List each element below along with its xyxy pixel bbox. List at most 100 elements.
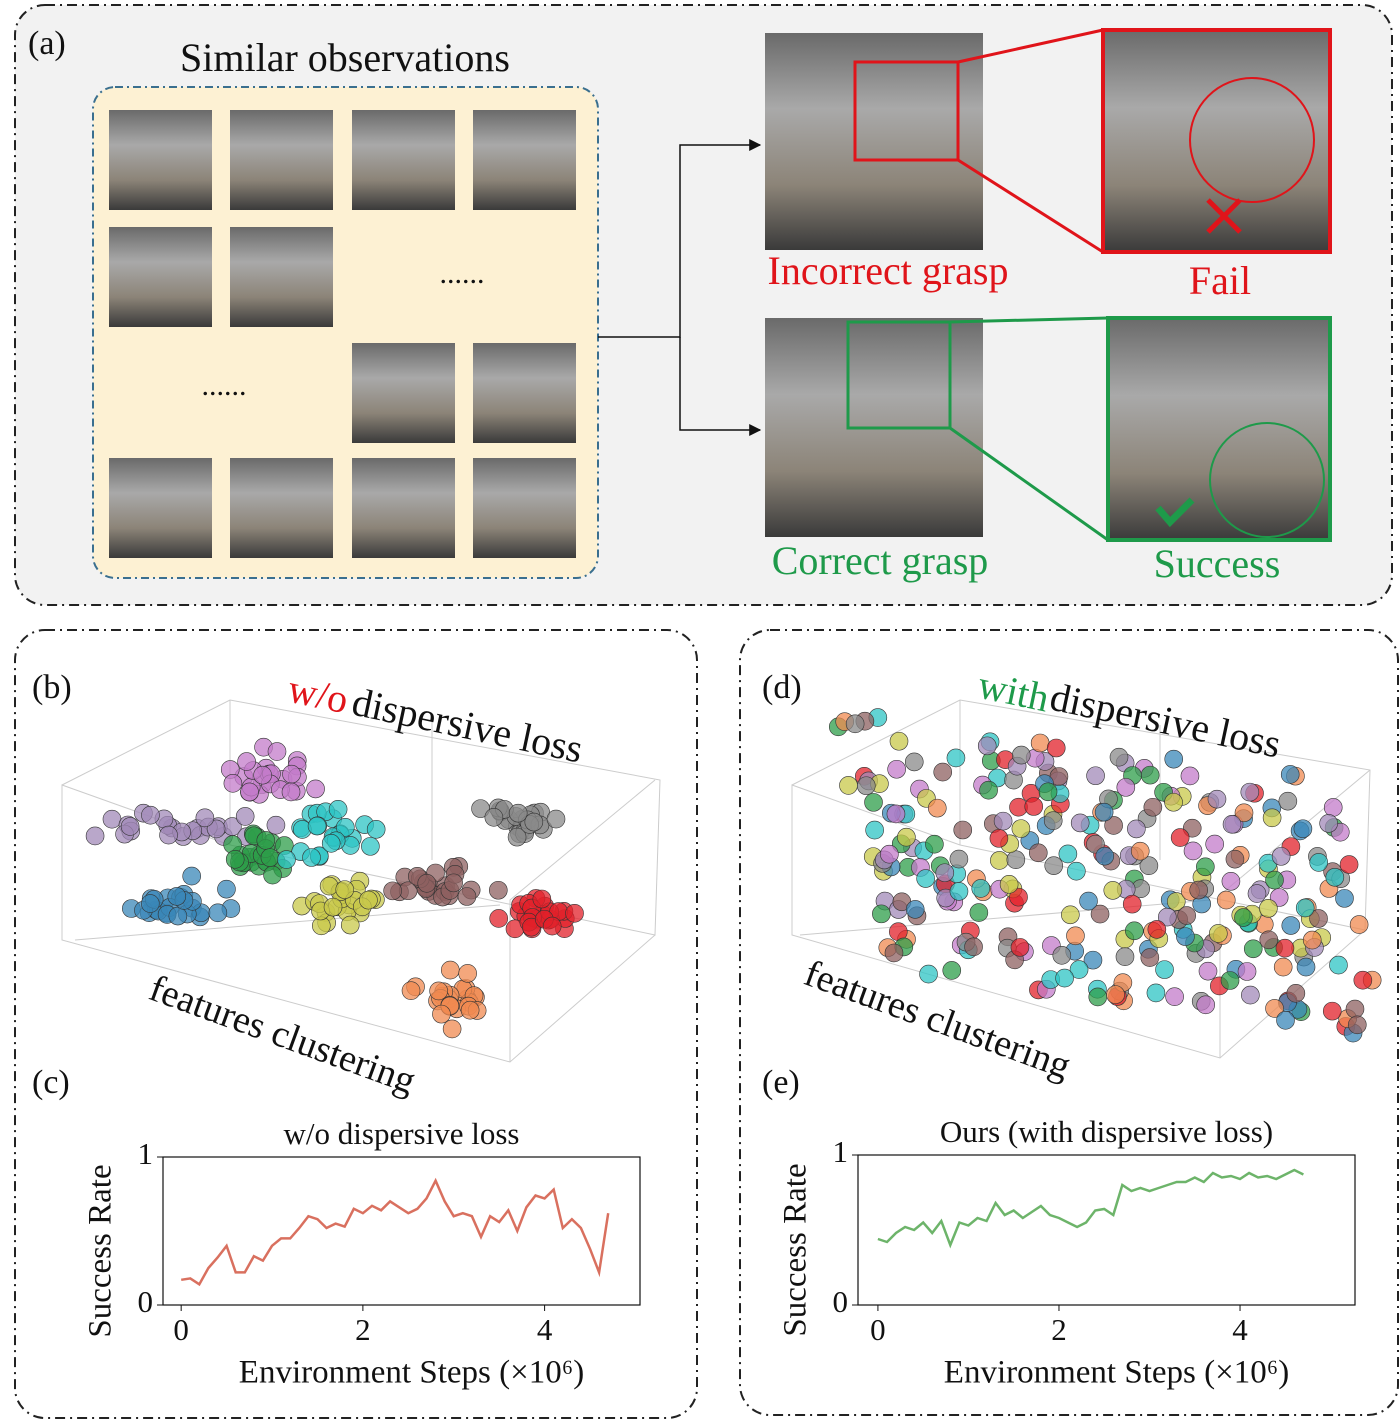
scatter-point — [1335, 889, 1354, 908]
scatter-point — [282, 764, 301, 784]
observation-image — [352, 343, 455, 443]
scatter-point — [1259, 899, 1278, 918]
y-axis-label: Success Rate — [83, 1164, 119, 1337]
scatter-point — [1095, 846, 1115, 866]
scatter-point — [1275, 938, 1295, 958]
scatter-point — [195, 808, 215, 828]
scatter-point — [1280, 765, 1300, 784]
scatter-point — [1140, 765, 1160, 785]
scatter-point — [167, 887, 187, 906]
observation-image — [352, 458, 455, 558]
scatter-point — [1286, 984, 1306, 1003]
scatter-point — [542, 916, 562, 936]
x-tick-label: 4 — [537, 1312, 553, 1347]
scatter-point — [1116, 778, 1136, 797]
x-tick-label: 2 — [1051, 1312, 1067, 1347]
ellipsis: ...... — [202, 369, 247, 402]
scatter-point — [361, 837, 380, 856]
outcome-label: Fail — [1189, 258, 1251, 303]
scatter-point — [1094, 802, 1114, 822]
observation-image — [230, 227, 333, 327]
scatter-point — [484, 807, 504, 827]
scatter-point — [321, 834, 341, 853]
observation-image — [352, 110, 455, 210]
scatter-point — [1055, 968, 1074, 988]
scatter-point — [1079, 891, 1098, 911]
observation-image — [109, 110, 212, 210]
scatter-point — [208, 903, 228, 923]
scatter-point — [977, 736, 997, 756]
scatter-point — [916, 869, 935, 888]
scatter-point — [1125, 921, 1144, 941]
scatter-point — [1067, 861, 1086, 881]
scatter-point — [989, 829, 1009, 848]
scatter-point — [979, 780, 998, 800]
scatter-point — [336, 818, 355, 837]
scatter-point — [1259, 930, 1279, 950]
scatter-point — [1240, 782, 1260, 802]
scatter-point — [263, 865, 282, 885]
scatter-point — [1265, 999, 1284, 1018]
scatter-point — [1086, 766, 1105, 786]
scatter-point — [1353, 970, 1373, 990]
scatter-point — [839, 776, 858, 795]
scatter-point — [417, 874, 437, 893]
panel-label: (a) — [28, 25, 66, 62]
scatter-point — [1293, 819, 1313, 839]
scatter-point — [1103, 881, 1123, 900]
scatter-point — [1196, 857, 1215, 877]
scatter-point — [856, 776, 876, 796]
observation-image — [473, 458, 576, 558]
scatter-point — [925, 834, 944, 854]
zoom-box — [853, 60, 960, 162]
observation-box — [92, 86, 599, 579]
scatter-point — [253, 765, 272, 785]
scatter-point — [1234, 803, 1254, 823]
scatter-point — [307, 816, 327, 836]
y-tick-label: 0 — [833, 1284, 849, 1319]
scatter-point — [1046, 738, 1066, 758]
scatter-point — [1209, 924, 1228, 943]
scatter-point — [1276, 1011, 1295, 1030]
scatter-point — [302, 848, 321, 867]
scatter-point — [1090, 904, 1110, 924]
scatter-point — [1345, 999, 1365, 1019]
scatter-point — [1196, 995, 1215, 1015]
scatter-point — [886, 804, 906, 824]
scatter-point — [507, 827, 527, 847]
scatter-point — [1164, 792, 1183, 812]
scatter-point — [266, 815, 286, 835]
scatter-point — [887, 759, 906, 779]
scatter-point — [1147, 920, 1167, 939]
scatter-point — [1247, 884, 1267, 903]
scatter-point — [1281, 916, 1301, 935]
scatter-3d — [85, 737, 584, 1039]
scatter-point — [1164, 749, 1184, 769]
fail-cross — [1206, 198, 1242, 234]
scatter-point — [993, 811, 1013, 831]
scatter-point — [323, 897, 343, 917]
observation-tiles — [109, 110, 576, 558]
scatter-point — [1009, 887, 1028, 907]
scatter-point — [1127, 819, 1146, 839]
scatter-point — [120, 817, 140, 836]
scatter-point — [1088, 987, 1108, 1007]
scatter-point — [223, 774, 243, 793]
observation-image — [473, 343, 576, 443]
scatter-point — [1295, 898, 1315, 918]
plot-frame — [857, 1154, 1356, 1306]
scatter-point — [990, 851, 1009, 870]
zoom-line — [949, 316, 1109, 542]
scatter-point — [1043, 811, 1063, 830]
scatter-point — [1216, 890, 1236, 910]
scatter-point — [1221, 871, 1241, 891]
scatter-point — [1262, 808, 1282, 828]
x-axis-label: Environment Steps (×10⁶) — [239, 1355, 584, 1391]
scatter-point — [1165, 987, 1184, 1006]
plot-frame — [162, 1156, 641, 1306]
scatter-point — [1309, 909, 1328, 928]
scatter-point — [1122, 894, 1142, 914]
observation-image — [230, 458, 333, 558]
scatter-point — [964, 937, 983, 957]
